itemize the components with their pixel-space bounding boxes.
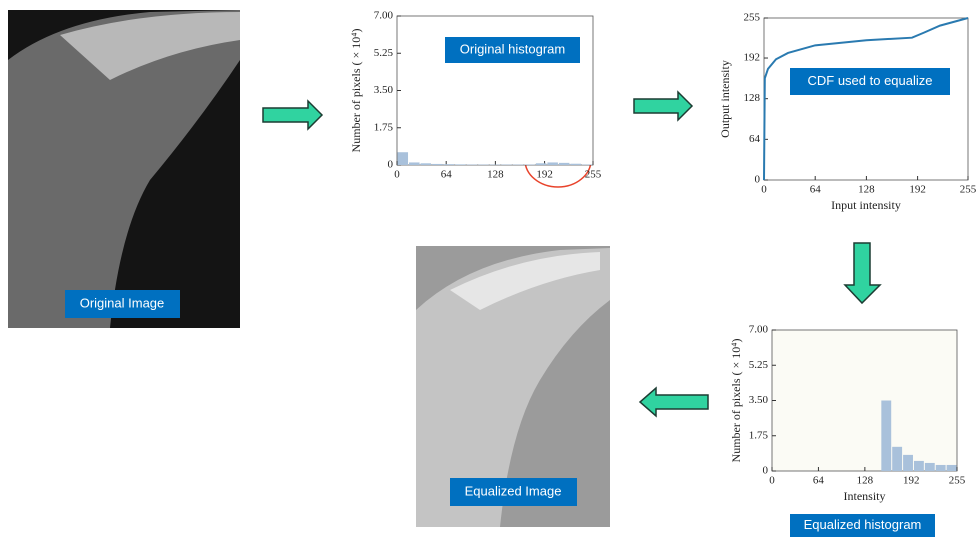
y-tick-label: 1.75 — [749, 429, 769, 441]
x-axis-label: Intensity — [844, 489, 886, 503]
chart-title: CDF used to equalize — [807, 73, 932, 88]
y-axis-label: Number of pixels ( × 10⁴) — [729, 339, 743, 463]
x-tick-label: 0 — [394, 169, 400, 181]
plot-area — [764, 18, 968, 180]
x-axis-label: Input intensity — [831, 198, 901, 212]
x-tick-label: 255 — [949, 475, 966, 487]
bar — [947, 465, 957, 471]
bar — [936, 465, 946, 471]
arrow — [640, 388, 708, 416]
y-tick-label: 1.75 — [374, 121, 394, 133]
y-tick-label: 3.50 — [749, 394, 769, 406]
arrow — [263, 101, 322, 129]
bar — [536, 163, 547, 165]
arrow — [634, 92, 692, 120]
y-tick-label: 128 — [744, 92, 761, 104]
chart-title: Original histogram — [460, 41, 566, 56]
y-tick-label: 5.25 — [374, 47, 394, 59]
x-tick-label: 128 — [857, 475, 874, 487]
bar — [409, 162, 420, 165]
y-tick-label: 0 — [763, 465, 769, 477]
x-tick-label: 192 — [903, 475, 920, 487]
x-tick-label: 128 — [858, 184, 875, 196]
y-axis-label: Output intensity — [718, 60, 732, 138]
y-tick-label: 7.00 — [749, 324, 769, 336]
bar — [398, 152, 409, 165]
y-tick-label: 255 — [744, 12, 761, 24]
y-tick-label: 192 — [744, 52, 761, 64]
chart-title: Equalized histogram — [804, 517, 922, 532]
y-tick-label: 3.50 — [374, 84, 394, 96]
bar — [547, 162, 558, 165]
x-tick-label: 64 — [813, 475, 825, 487]
x-tick-label: 0 — [769, 475, 775, 487]
x-tick-label: 0 — [761, 184, 767, 196]
x-tick-label: 64 — [441, 169, 453, 181]
y-tick-label: 7.00 — [374, 10, 394, 22]
y-tick-label: 0 — [388, 159, 394, 171]
bar — [903, 455, 913, 471]
arrow — [845, 243, 880, 303]
y-tick-label: 5.25 — [749, 359, 769, 371]
y-tick-label: 64 — [749, 133, 761, 145]
bar — [455, 164, 466, 165]
y-axis-label: Number of pixels ( × 10⁴) — [349, 29, 363, 153]
y-tick-label: 0 — [755, 174, 761, 186]
x-tick-label: 64 — [810, 184, 822, 196]
x-tick-label: 128 — [487, 169, 504, 181]
bar — [421, 163, 432, 165]
bar — [432, 164, 443, 165]
bar — [914, 461, 924, 471]
image-label: Original Image — [80, 295, 165, 310]
page: { "images": { "original": {"label": "Ori… — [0, 0, 979, 537]
image-label: Equalized Image — [465, 483, 562, 498]
bar — [559, 163, 570, 165]
x-tick-label: 255 — [960, 184, 977, 196]
diagram: Original Image Equalized Image 0 64 128 192… — [0, 0, 979, 537]
bar — [444, 164, 455, 165]
x-tick-label: 192 — [536, 169, 553, 181]
bar — [881, 401, 891, 472]
plot-area — [772, 330, 957, 471]
x-tick-label: 255 — [585, 169, 602, 181]
bar — [570, 164, 581, 165]
bar — [925, 463, 935, 471]
bar — [892, 447, 902, 471]
x-tick-label: 192 — [909, 184, 926, 196]
